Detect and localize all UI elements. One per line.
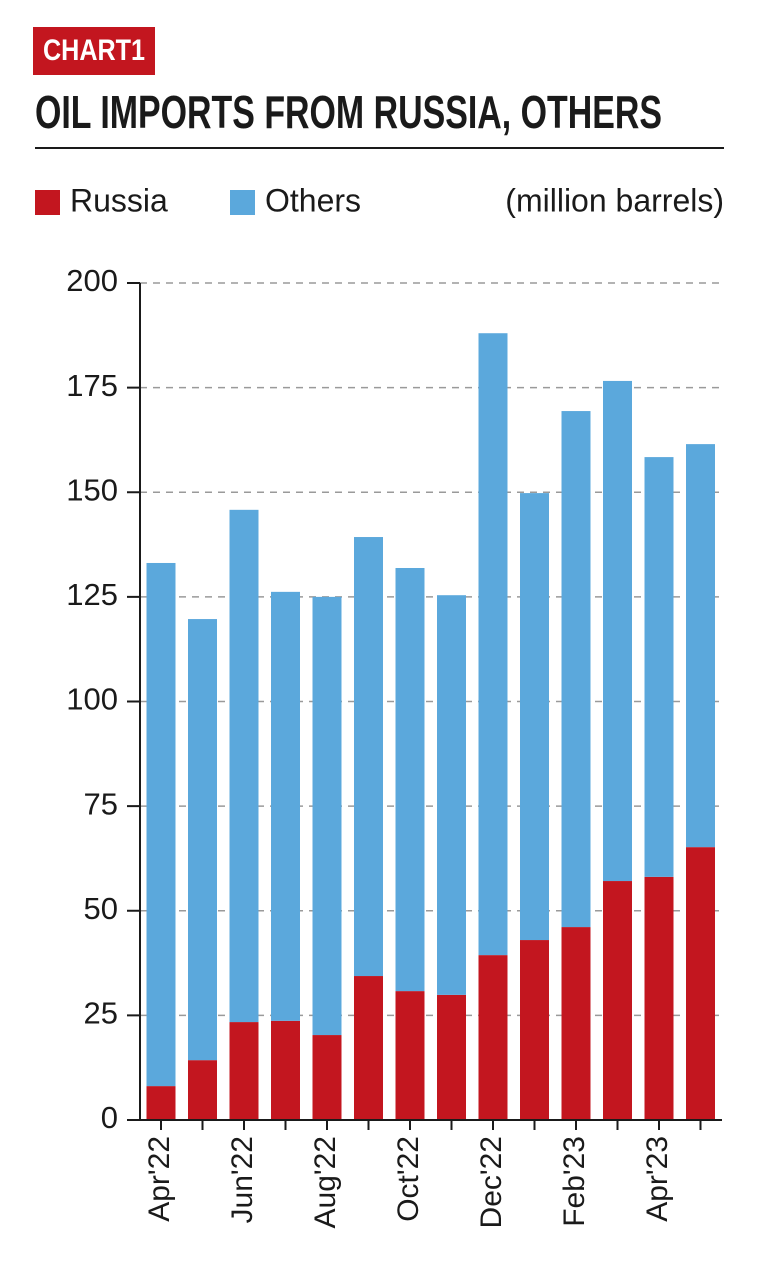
bar-segment	[520, 493, 549, 941]
y-tick-label: 150	[66, 472, 118, 507]
bar-segment	[229, 1022, 259, 1120]
x-tick-label: Apr'22	[143, 1136, 176, 1222]
bar-segment	[271, 1020, 300, 1120]
bar-segment	[478, 333, 508, 956]
y-tick-label: 0	[101, 1100, 118, 1135]
bar-segment	[686, 847, 715, 1120]
bar-segment	[312, 596, 342, 1036]
bar-segment	[188, 619, 217, 1061]
bar-segment	[520, 940, 549, 1120]
x-tick-label: Oct'22	[392, 1136, 425, 1222]
bar-segment	[312, 1035, 342, 1120]
y-tick-label: 125	[66, 577, 118, 612]
bar-segment	[603, 380, 632, 882]
label-box	[33, 27, 155, 75]
legend-label: Others	[265, 182, 361, 218]
bar-segment	[354, 537, 383, 977]
bar-segment	[271, 591, 300, 1021]
x-tick-label: Jun'22	[226, 1136, 259, 1223]
x-tick-label: Feb'23	[558, 1136, 591, 1227]
bar-segment	[561, 927, 591, 1120]
y-tick-label: 75	[84, 786, 118, 821]
bar-segment	[644, 457, 674, 877]
bar-segment	[686, 444, 715, 848]
unit-label: (million barrels)	[505, 182, 724, 218]
x-tick-label: Apr'23	[641, 1136, 674, 1222]
chart-label: CHART1	[43, 34, 145, 67]
bar-segment	[146, 562, 176, 1087]
bar-segment	[561, 411, 591, 928]
legend-label: Russia	[70, 182, 168, 218]
bar-segment	[354, 976, 383, 1120]
bar-segment	[395, 991, 425, 1120]
x-tick-label: Aug'22	[309, 1136, 342, 1228]
x-tick-label: Dec'22	[475, 1136, 508, 1228]
y-tick-label: 100	[66, 682, 118, 717]
bar-segment	[146, 1086, 176, 1120]
y-tick-label: 25	[84, 996, 118, 1031]
bar-segment	[437, 595, 466, 995]
bar-segment	[229, 509, 259, 1023]
chart-title: OIL IMPORTS FROM RUSSIA, OTHERS	[35, 86, 662, 138]
bar-segment	[644, 876, 674, 1120]
legend-swatch	[35, 190, 60, 215]
bar-segment	[603, 881, 632, 1120]
y-tick-label: 50	[84, 891, 118, 926]
bar-segment	[478, 955, 508, 1120]
bar-segment	[437, 994, 466, 1120]
bar-segment	[188, 1060, 217, 1120]
bar-segment	[395, 567, 425, 992]
y-tick-label: 175	[66, 368, 118, 403]
y-tick-label: 200	[66, 263, 118, 298]
legend-swatch	[230, 190, 255, 215]
